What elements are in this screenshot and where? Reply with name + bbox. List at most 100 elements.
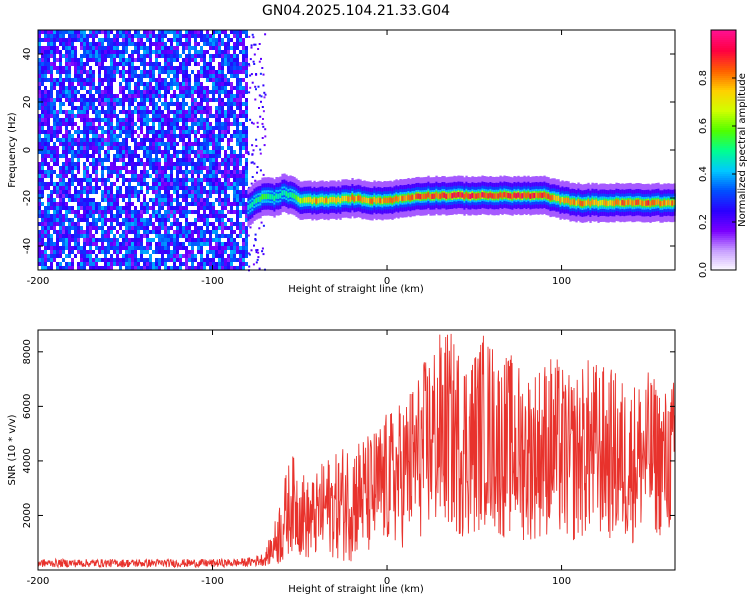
noise-cell	[86, 210, 89, 214]
noise-cell	[92, 250, 95, 254]
noise-cell	[116, 138, 119, 142]
noise-cell	[170, 234, 173, 238]
noise-cell	[185, 46, 188, 50]
noise-cell	[236, 166, 239, 170]
noise-speckle	[262, 173, 265, 176]
colorbar-swatch	[711, 98, 736, 101]
noise-cell	[173, 54, 176, 58]
noise-cell	[239, 66, 242, 70]
noise-cell	[176, 142, 179, 146]
noise-cell	[146, 90, 149, 94]
noise-cell	[164, 58, 167, 62]
noise-cell	[71, 162, 74, 166]
noise-cell	[71, 114, 74, 118]
noise-cell	[104, 254, 107, 258]
noise-cell	[137, 154, 140, 158]
noise-cell	[149, 118, 152, 122]
noise-cell	[179, 266, 182, 270]
noise-cell	[245, 194, 248, 198]
track-cell	[405, 195, 408, 201]
noise-cell	[227, 246, 230, 250]
noise-cell	[119, 242, 122, 246]
noise-cell	[65, 126, 68, 130]
noise-cell	[116, 238, 119, 242]
noise-cell	[236, 170, 239, 174]
noise-cell	[227, 254, 230, 258]
noise-cell	[80, 194, 83, 198]
noise-cell	[80, 266, 83, 270]
noise-cell	[131, 262, 134, 266]
noise-cell	[221, 130, 224, 134]
noise-cell	[122, 142, 125, 146]
colorbar-swatch	[711, 154, 736, 157]
noise-cell	[239, 198, 242, 202]
track-cell	[571, 199, 574, 205]
noise-cell	[158, 34, 161, 38]
noise-cell	[104, 218, 107, 222]
noise-cell	[56, 182, 59, 186]
noise-cell	[230, 254, 233, 258]
noise-cell	[230, 38, 233, 42]
noise-cell	[182, 90, 185, 94]
noise-cell	[122, 102, 125, 106]
noise-cell	[131, 42, 134, 46]
noise-cell	[203, 210, 206, 214]
noise-cell	[167, 114, 170, 118]
noise-cell	[170, 186, 173, 190]
noise-cell	[242, 42, 245, 46]
noise-cell	[110, 162, 113, 166]
noise-cell	[98, 258, 101, 262]
noise-cell	[227, 210, 230, 214]
noise-cell	[155, 174, 158, 178]
noise-cell	[146, 154, 149, 158]
noise-cell	[77, 98, 80, 102]
noise-cell	[188, 86, 191, 90]
track-cell	[269, 194, 272, 200]
noise-cell	[161, 262, 164, 266]
noise-cell	[140, 106, 143, 110]
noise-cell	[158, 50, 161, 54]
noise-cell	[98, 178, 101, 182]
noise-cell	[170, 158, 173, 162]
noise-speckle	[251, 81, 254, 84]
noise-cell	[122, 50, 125, 54]
noise-cell	[224, 262, 227, 266]
noise-cell	[221, 206, 224, 210]
noise-cell	[83, 82, 86, 86]
noise-cell	[125, 162, 128, 166]
noise-cell	[167, 54, 170, 58]
noise-cell	[176, 46, 179, 50]
noise-cell	[161, 138, 164, 142]
noise-cell	[236, 106, 239, 110]
noise-cell	[86, 98, 89, 102]
noise-cell	[212, 78, 215, 82]
noise-cell	[182, 210, 185, 214]
track-cell	[525, 193, 528, 199]
noise-cell	[38, 194, 41, 198]
noise-cell	[68, 210, 71, 214]
noise-cell	[176, 218, 179, 222]
noise-cell	[140, 210, 143, 214]
track-cell	[425, 193, 428, 199]
noise-cell	[86, 174, 89, 178]
noise-cell	[119, 34, 122, 38]
noise-cell	[38, 134, 41, 138]
noise-cell	[128, 254, 131, 258]
noise-cell	[170, 238, 173, 242]
noise-cell	[209, 166, 212, 170]
noise-cell	[101, 226, 104, 230]
noise-cell	[182, 46, 185, 50]
noise-cell	[203, 230, 206, 234]
noise-cell	[53, 54, 56, 58]
noise-cell	[188, 54, 191, 58]
noise-cell	[50, 102, 53, 106]
noise-cell	[182, 142, 185, 146]
noise-cell	[113, 134, 116, 138]
noise-cell	[173, 222, 176, 226]
noise-cell	[230, 186, 233, 190]
noise-cell	[158, 238, 161, 242]
noise-cell	[116, 34, 119, 38]
noise-cell	[119, 110, 122, 114]
track-cell	[311, 198, 314, 204]
noise-cell	[86, 222, 89, 226]
